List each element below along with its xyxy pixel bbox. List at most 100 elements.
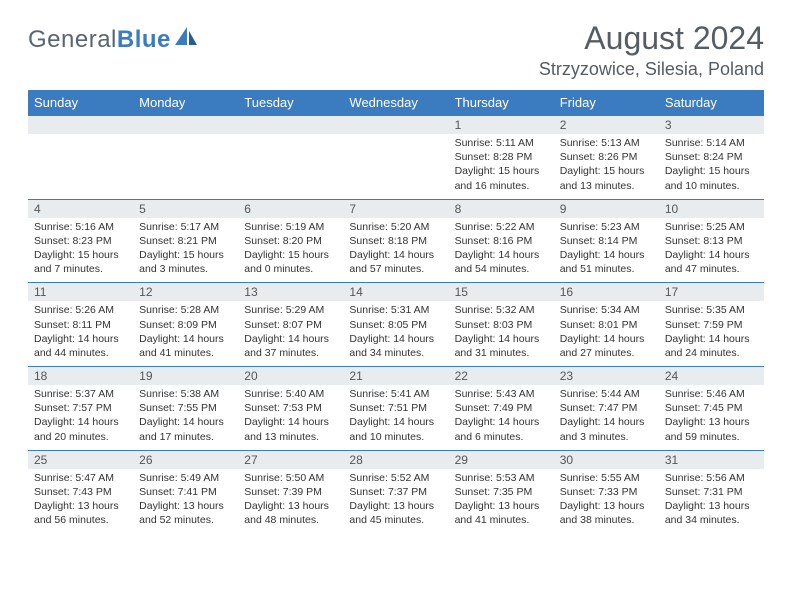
- daylight-line: Daylight: 15 hours and 0 minutes.: [244, 248, 337, 276]
- day-number-cell: 1: [449, 116, 554, 135]
- day-content-cell: Sunrise: 5:16 AMSunset: 8:23 PMDaylight:…: [28, 218, 133, 283]
- daylight-line: Daylight: 15 hours and 10 minutes.: [665, 164, 758, 192]
- sunset-line: Sunset: 8:09 PM: [139, 318, 232, 332]
- day-number-cell: 29: [449, 450, 554, 469]
- sunset-line: Sunset: 8:23 PM: [34, 234, 127, 248]
- sunrise-line: Sunrise: 5:49 AM: [139, 471, 232, 485]
- sunset-line: Sunset: 7:37 PM: [349, 485, 442, 499]
- daylight-line: Daylight: 14 hours and 41 minutes.: [139, 332, 232, 360]
- logo: GeneralBlue: [28, 20, 199, 54]
- day-content-cell: Sunrise: 5:14 AMSunset: 8:24 PMDaylight:…: [659, 134, 764, 199]
- sunrise-line: Sunrise: 5:28 AM: [139, 303, 232, 317]
- day-number-cell: 22: [449, 367, 554, 386]
- sunset-line: Sunset: 7:41 PM: [139, 485, 232, 499]
- calendar-table: Sunday Monday Tuesday Wednesday Thursday…: [28, 90, 764, 533]
- sunset-line: Sunset: 8:28 PM: [455, 150, 548, 164]
- day-number-cell: 18: [28, 367, 133, 386]
- day-content-cell: Sunrise: 5:40 AMSunset: 7:53 PMDaylight:…: [238, 385, 343, 450]
- day-number-cell: 24: [659, 367, 764, 386]
- day-content-cell: Sunrise: 5:50 AMSunset: 7:39 PMDaylight:…: [238, 469, 343, 534]
- day-content-cell: Sunrise: 5:17 AMSunset: 8:21 PMDaylight:…: [133, 218, 238, 283]
- sunset-line: Sunset: 8:24 PM: [665, 150, 758, 164]
- day-content-cell: Sunrise: 5:32 AMSunset: 8:03 PMDaylight:…: [449, 301, 554, 366]
- daylight-line: Daylight: 13 hours and 59 minutes.: [665, 415, 758, 443]
- sunset-line: Sunset: 8:16 PM: [455, 234, 548, 248]
- sunset-line: Sunset: 7:39 PM: [244, 485, 337, 499]
- day-number-cell: 15: [449, 283, 554, 302]
- daynum-row: 123: [28, 116, 764, 135]
- day-number-cell: 17: [659, 283, 764, 302]
- sunrise-line: Sunrise: 5:44 AM: [560, 387, 653, 401]
- day-number-cell: 21: [343, 367, 448, 386]
- sunrise-line: Sunrise: 5:29 AM: [244, 303, 337, 317]
- daylight-line: Daylight: 15 hours and 13 minutes.: [560, 164, 653, 192]
- day-content-cell: Sunrise: 5:34 AMSunset: 8:01 PMDaylight:…: [554, 301, 659, 366]
- sunrise-line: Sunrise: 5:26 AM: [34, 303, 127, 317]
- daynum-row: 11121314151617: [28, 283, 764, 302]
- col-wednesday: Wednesday: [343, 90, 448, 116]
- daylight-line: Daylight: 13 hours and 52 minutes.: [139, 499, 232, 527]
- day-content-cell: Sunrise: 5:47 AMSunset: 7:43 PMDaylight:…: [28, 469, 133, 534]
- day-number-cell: [133, 116, 238, 135]
- daylight-line: Daylight: 13 hours and 56 minutes.: [34, 499, 127, 527]
- day-number-cell: 28: [343, 450, 448, 469]
- day-number-cell: 12: [133, 283, 238, 302]
- sunset-line: Sunset: 8:14 PM: [560, 234, 653, 248]
- sunset-line: Sunset: 7:55 PM: [139, 401, 232, 415]
- daylight-line: Daylight: 15 hours and 7 minutes.: [34, 248, 127, 276]
- day-number-cell: 31: [659, 450, 764, 469]
- month-title: August 2024: [539, 20, 764, 57]
- day-content-cell: Sunrise: 5:29 AMSunset: 8:07 PMDaylight:…: [238, 301, 343, 366]
- sunrise-line: Sunrise: 5:16 AM: [34, 220, 127, 234]
- daylight-line: Daylight: 15 hours and 3 minutes.: [139, 248, 232, 276]
- col-thursday: Thursday: [449, 90, 554, 116]
- day-number-cell: 30: [554, 450, 659, 469]
- sunrise-line: Sunrise: 5:46 AM: [665, 387, 758, 401]
- day-content-cell: Sunrise: 5:55 AMSunset: 7:33 PMDaylight:…: [554, 469, 659, 534]
- sunset-line: Sunset: 7:51 PM: [349, 401, 442, 415]
- day-content-cell: Sunrise: 5:38 AMSunset: 7:55 PMDaylight:…: [133, 385, 238, 450]
- day-content-cell: Sunrise: 5:43 AMSunset: 7:49 PMDaylight:…: [449, 385, 554, 450]
- day-content-cell: Sunrise: 5:53 AMSunset: 7:35 PMDaylight:…: [449, 469, 554, 534]
- sunrise-line: Sunrise: 5:14 AM: [665, 136, 758, 150]
- daylight-line: Daylight: 13 hours and 34 minutes.: [665, 499, 758, 527]
- day-number-cell: 9: [554, 199, 659, 218]
- sunset-line: Sunset: 7:53 PM: [244, 401, 337, 415]
- sunrise-line: Sunrise: 5:50 AM: [244, 471, 337, 485]
- day-number-cell: 8: [449, 199, 554, 218]
- day-content-cell: Sunrise: 5:11 AMSunset: 8:28 PMDaylight:…: [449, 134, 554, 199]
- location: Strzyzowice, Silesia, Poland: [539, 59, 764, 80]
- day-content-cell: Sunrise: 5:56 AMSunset: 7:31 PMDaylight:…: [659, 469, 764, 534]
- sunrise-line: Sunrise: 5:19 AM: [244, 220, 337, 234]
- day-content-cell: Sunrise: 5:49 AMSunset: 7:41 PMDaylight:…: [133, 469, 238, 534]
- logo-word-1: General: [28, 26, 117, 53]
- day-number-cell: 20: [238, 367, 343, 386]
- col-saturday: Saturday: [659, 90, 764, 116]
- daylight-line: Daylight: 14 hours and 10 minutes.: [349, 415, 442, 443]
- day-number-cell: 27: [238, 450, 343, 469]
- daynum-row: 18192021222324: [28, 367, 764, 386]
- sunset-line: Sunset: 7:45 PM: [665, 401, 758, 415]
- daylight-line: Daylight: 15 hours and 16 minutes.: [455, 164, 548, 192]
- day-content-cell: Sunrise: 5:20 AMSunset: 8:18 PMDaylight:…: [343, 218, 448, 283]
- day-content-cell: Sunrise: 5:22 AMSunset: 8:16 PMDaylight:…: [449, 218, 554, 283]
- sunset-line: Sunset: 7:49 PM: [455, 401, 548, 415]
- sunset-line: Sunset: 7:57 PM: [34, 401, 127, 415]
- content-row: Sunrise: 5:11 AMSunset: 8:28 PMDaylight:…: [28, 134, 764, 199]
- daylight-line: Daylight: 13 hours and 38 minutes.: [560, 499, 653, 527]
- content-row: Sunrise: 5:47 AMSunset: 7:43 PMDaylight:…: [28, 469, 764, 534]
- sunrise-line: Sunrise: 5:25 AM: [665, 220, 758, 234]
- logo-sail-icon: [173, 25, 199, 52]
- sunset-line: Sunset: 7:59 PM: [665, 318, 758, 332]
- sunset-line: Sunset: 7:31 PM: [665, 485, 758, 499]
- sunset-line: Sunset: 8:05 PM: [349, 318, 442, 332]
- day-content-cell: Sunrise: 5:28 AMSunset: 8:09 PMDaylight:…: [133, 301, 238, 366]
- sunrise-line: Sunrise: 5:22 AM: [455, 220, 548, 234]
- day-number-cell: 7: [343, 199, 448, 218]
- day-number-cell: 6: [238, 199, 343, 218]
- daylight-line: Daylight: 14 hours and 47 minutes.: [665, 248, 758, 276]
- sunrise-line: Sunrise: 5:35 AM: [665, 303, 758, 317]
- sunrise-line: Sunrise: 5:34 AM: [560, 303, 653, 317]
- sunrise-line: Sunrise: 5:37 AM: [34, 387, 127, 401]
- sunrise-line: Sunrise: 5:38 AM: [139, 387, 232, 401]
